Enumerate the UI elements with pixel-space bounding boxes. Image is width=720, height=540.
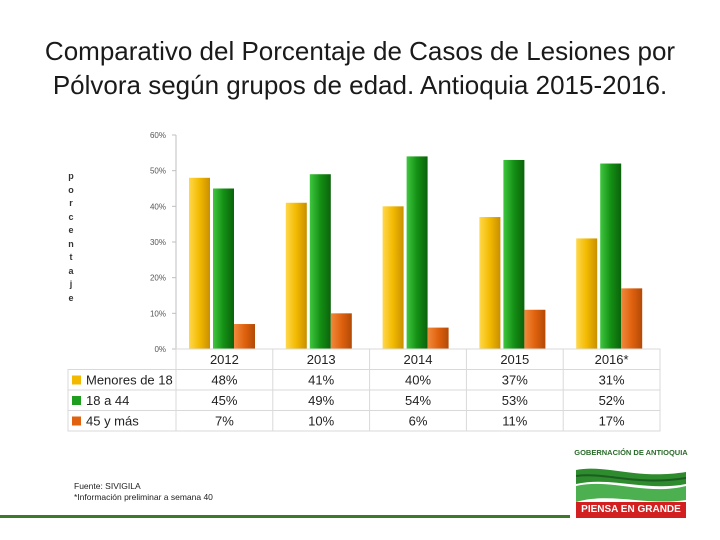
gobernacion-logo: GOBERNACIÓN DE ANTIOQUIA PIENSA EN GRAND… <box>570 440 692 520</box>
bar-3-2016 <box>621 288 643 349</box>
data-label: 52% <box>599 393 625 408</box>
bar-2-2015 <box>503 159 525 349</box>
legend-label: 45 y más <box>86 414 139 429</box>
category-label: 2015 <box>500 352 529 367</box>
data-label: 45% <box>211 393 237 408</box>
data-label: 31% <box>599 373 625 388</box>
preliminary-note: *Información preliminar a semana 40 <box>74 492 213 502</box>
data-label: 40% <box>405 373 431 388</box>
legend-label: 18 a 44 <box>86 393 129 408</box>
footer-line <box>0 515 570 518</box>
category-label: 2014 <box>404 352 433 367</box>
data-label: 48% <box>211 373 237 388</box>
legend-swatch <box>72 396 81 405</box>
legend-label: Menores de 18 <box>86 373 173 388</box>
logo-title: GOBERNACIÓN DE ANTIOQUIA <box>574 448 688 457</box>
y-tick-label: 60% <box>150 131 166 140</box>
table-row <box>67 410 661 432</box>
data-label: 41% <box>308 373 334 388</box>
data-label: 11% <box>502 414 527 429</box>
category-label: 2013 <box>307 352 336 367</box>
bar-3-2015 <box>524 309 546 349</box>
bar-1-2016 <box>576 238 598 349</box>
source-line: Fuente: SIVIGILA <box>74 481 141 491</box>
page-title: Comparativo del Porcentaje de Casos de L… <box>44 36 676 100</box>
bar-1-2012 <box>189 177 210 349</box>
data-label: 53% <box>502 393 528 408</box>
bar-2-2014 <box>406 156 428 349</box>
y-tick-label: 40% <box>150 202 166 211</box>
bar-2-2013 <box>309 174 331 349</box>
y-tick-label: 10% <box>150 309 166 318</box>
category-label: 2012 <box>210 352 239 367</box>
legend-swatch <box>72 375 81 385</box>
bar-1-2014 <box>382 206 404 349</box>
bar-2-2012 <box>213 188 234 349</box>
legend-swatch <box>72 416 81 426</box>
bar-3-2012 <box>234 324 255 349</box>
table-row <box>67 389 661 411</box>
category-label: 2016* <box>595 352 629 367</box>
bar-3-2013 <box>330 313 352 349</box>
bar-1-2013 <box>285 202 307 349</box>
data-label: 49% <box>308 393 334 408</box>
y-tick-label: 30% <box>150 238 166 247</box>
data-label: 7% <box>215 414 234 429</box>
source-note: Fuente: SIVIGILA *Información preliminar… <box>74 481 213 503</box>
bar-2-2016 <box>600 163 622 349</box>
data-label: 6% <box>409 414 428 429</box>
flag-icon <box>576 462 686 504</box>
data-label: 37% <box>502 373 528 388</box>
bar-1-2015 <box>479 217 501 349</box>
logo-slogan: PIENSA EN GRANDE <box>576 502 686 518</box>
data-label: 10% <box>308 414 334 429</box>
y-tick-label: 0% <box>154 345 166 354</box>
y-tick-label: 20% <box>150 274 166 283</box>
data-label: 54% <box>405 393 431 408</box>
data-label: 17% <box>599 414 625 429</box>
bar-3-2014 <box>427 327 449 349</box>
y-tick-label: 50% <box>150 167 166 176</box>
